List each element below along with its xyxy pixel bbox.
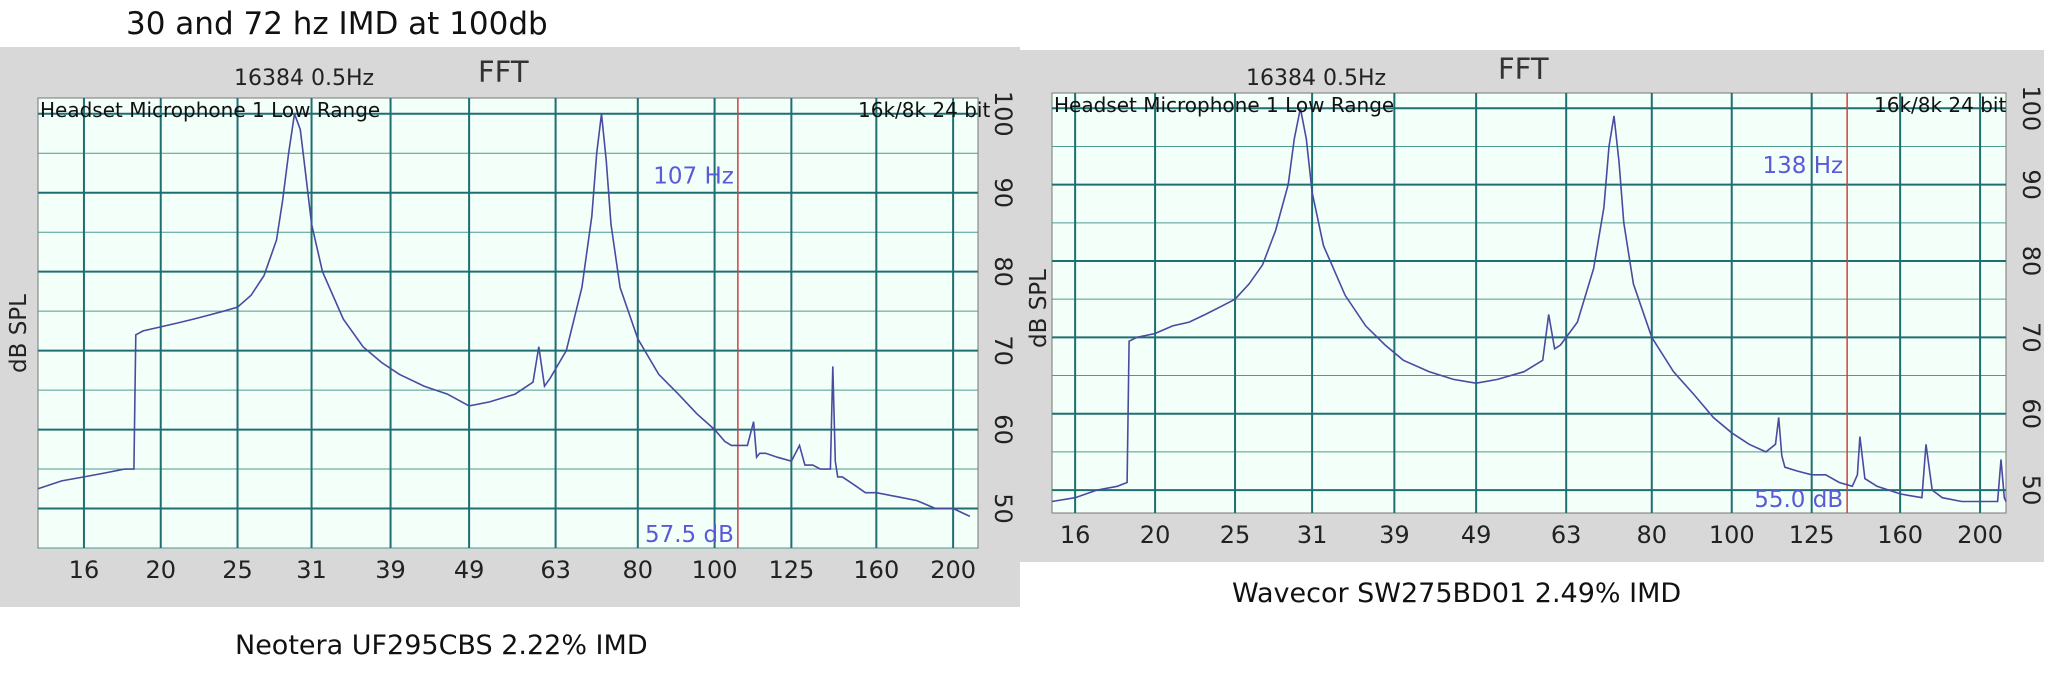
x-tick-label: 63: [540, 556, 571, 584]
y-axis-label: dB SPL: [6, 294, 32, 373]
x-tick-label: 25: [222, 556, 253, 584]
x-tick-label: 31: [1297, 521, 1328, 549]
source-label: Headset Microphone 1 Low Range: [1054, 93, 1395, 117]
fft-chart-svg: 100 90 80 70 60 50 16 20 25 31 39 49 63 80 100 125 160 20…: [1051, 85, 2044, 549]
spectrum-line: [1051, 108, 2007, 503]
fft-chart-svg: 100 90 80 70 60 50 16 20 25 31 39 49 63 80 100 125 160 20…: [37, 91, 1017, 584]
y-tick-label: 90: [989, 177, 1017, 208]
plot-area: [37, 97, 979, 549]
y-axis-label: dB SPL: [1026, 269, 1052, 348]
y-tick-label: 50: [2017, 475, 2044, 506]
x-tick-label: 100: [692, 556, 738, 584]
format-label: 16k/8k 24 bit: [1874, 93, 2007, 117]
fft-panel-wavecor: 100 90 80 70 60 50 16 20 25 31 39 49 63 80 100 125 160 20…: [1018, 50, 2044, 562]
x-tick-label: 20: [145, 556, 176, 584]
plot-area: [1051, 92, 2007, 514]
y-tick-label: 60: [989, 414, 1017, 445]
fft-panel-neotera: 100 90 80 70 60 50 16 20 25 31 39 49 63 80 100 125 160 20…: [0, 47, 1020, 607]
cursor-frequency-label: 138 Hz: [1763, 153, 1844, 179]
spectrum-line: [37, 113, 971, 518]
cursor-level-label: 55.0 dB: [1754, 487, 1843, 513]
chart-title: FFT: [1498, 52, 1549, 86]
x-tick-label: 49: [454, 556, 485, 584]
source-label: Headset Microphone 1 Low Range: [40, 98, 381, 122]
x-tick-label: 125: [1789, 521, 1835, 549]
y-tick-label: 70: [989, 335, 1017, 366]
x-tick-label: 200: [1957, 521, 2003, 549]
y-tick-label: 100: [989, 91, 1017, 137]
y-tick-label: 80: [2017, 246, 2044, 277]
x-tick-label: 20: [1140, 521, 1171, 549]
x-tick-label: 100: [1709, 521, 1755, 549]
x-tick-label: 200: [930, 556, 976, 584]
chart-title: FFT: [478, 55, 529, 89]
x-tick-label: 39: [1379, 521, 1410, 549]
y-tick-label: 80: [989, 256, 1017, 287]
y-tick-label: 60: [2017, 398, 2044, 429]
x-tick-label: 160: [853, 556, 899, 584]
caption-wavecor: Wavecor SW275BD01 2.49% IMD: [1232, 578, 1682, 609]
x-tick-label: 16: [1060, 521, 1091, 549]
format-label: 16k/8k 24 bit: [858, 98, 991, 122]
y-tick-label: 100: [2017, 85, 2044, 131]
x-tick-label: 125: [768, 556, 814, 584]
cursor-level-label: 57.5 dB: [645, 522, 734, 548]
x-tick-label: 63: [1551, 521, 1582, 549]
y-tick-label: 70: [2017, 322, 2044, 353]
caption-neotera: Neotera UF295CBS 2.22% IMD: [235, 630, 648, 661]
x-tick-label: 16: [69, 556, 100, 584]
fft-settings-label: 16384 0.5Hz: [234, 66, 375, 91]
x-tick-label: 160: [1877, 521, 1923, 549]
x-tick-label: 80: [623, 556, 654, 584]
fft-settings-label: 16384 0.5Hz: [1246, 66, 1387, 91]
y-tick-label: 50: [989, 493, 1017, 524]
x-tick-label: 31: [296, 556, 327, 584]
x-tick-label: 80: [1637, 521, 1668, 549]
x-tick-label: 25: [1220, 521, 1251, 549]
y-tick-label: 90: [2017, 169, 2044, 200]
cursor-frequency-label: 107 Hz: [653, 164, 734, 190]
x-tick-label: 49: [1461, 521, 1492, 549]
page-title: 30 and 72 hz IMD at 100db: [126, 6, 548, 42]
x-tick-label: 39: [375, 556, 406, 584]
